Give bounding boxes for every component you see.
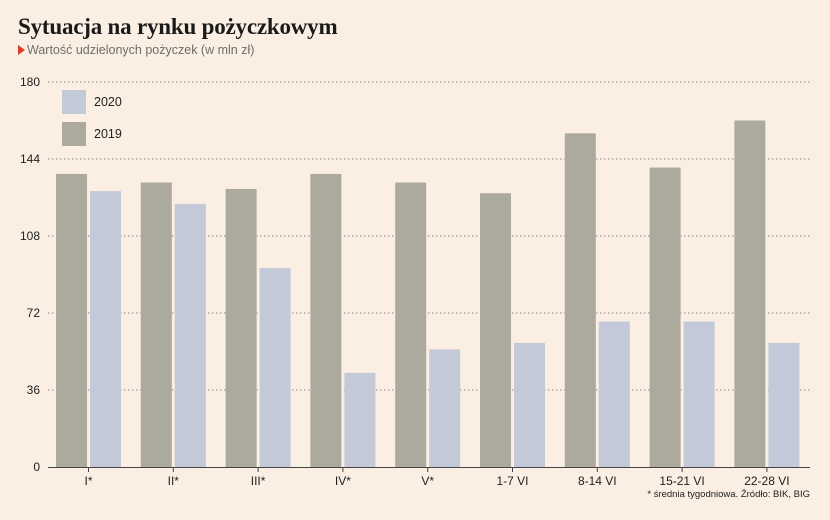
legend-swatch-2019 [62, 122, 86, 146]
bar-2020 [598, 321, 630, 467]
bar-2020 [344, 372, 376, 467]
footnote: * średnia tygodniowa. Źródło: BIK, BIG [647, 489, 810, 500]
y-tick-label: 108 [20, 229, 40, 243]
bar-2019 [310, 173, 342, 467]
bar-2019 [395, 182, 427, 467]
bar-2020 [174, 203, 206, 467]
bar-2020 [429, 349, 461, 467]
bar-2019 [734, 120, 766, 467]
bar-2020 [259, 268, 291, 467]
chart-title: Sytuacja na rynku pożyczkowym [18, 14, 338, 39]
bar-2019 [649, 167, 681, 468]
bar-2019 [564, 133, 596, 468]
chart-subtitle: Wartość udzielonych pożyczek (w mln zł) [18, 43, 254, 57]
legend-swatch-2020 [62, 90, 86, 114]
red-triangle-icon [18, 45, 25, 55]
y-tick-label: 144 [20, 152, 40, 166]
y-tick-label: 0 [33, 460, 40, 474]
bar-2020 [90, 191, 121, 468]
x-tick-label: II* [168, 474, 180, 488]
legend-label-2019: 2019 [94, 127, 122, 141]
bar-2020 [683, 321, 715, 467]
bar-2019 [225, 188, 257, 467]
x-tick-label: 15-21 VI [659, 474, 704, 488]
x-tick-label: I* [84, 474, 92, 488]
bar-2019 [56, 173, 87, 467]
legend-label-2020: 2020 [94, 95, 122, 109]
x-tick-label: 1-7 VI [496, 474, 528, 488]
y-tick-label: 180 [20, 75, 40, 89]
x-tick-label: 22-28 VI [744, 474, 789, 488]
bar-2020 [768, 342, 800, 467]
subtitle-text: Wartość udzielonych pożyczek (w mln zł) [27, 43, 255, 57]
bar-2020 [514, 342, 545, 467]
bar-2019 [140, 182, 172, 467]
x-tick-label: IV* [335, 474, 351, 488]
x-tick-label: 8-14 VI [578, 474, 617, 488]
y-tick-label: 36 [27, 383, 41, 397]
x-tick-label: V* [421, 474, 434, 488]
y-tick-label: 72 [27, 306, 41, 320]
bar-2019 [480, 193, 511, 467]
x-tick-label: III* [251, 474, 266, 488]
